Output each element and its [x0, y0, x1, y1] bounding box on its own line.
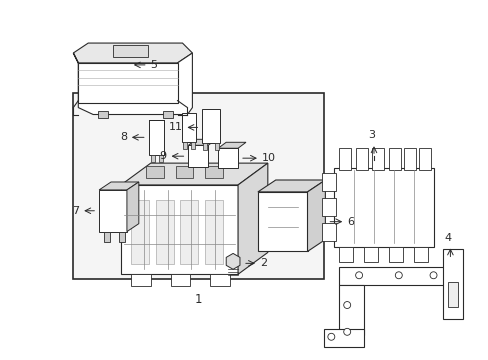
Polygon shape	[257, 180, 325, 192]
Bar	[443, 249, 462, 319]
Bar	[388, 148, 400, 170]
Bar	[150, 155, 154, 162]
Bar	[98, 111, 108, 118]
Bar	[104, 231, 110, 242]
Text: 2: 2	[259, 258, 266, 268]
Bar	[388, 247, 402, 262]
Bar	[339, 247, 352, 262]
Bar	[403, 148, 415, 170]
Circle shape	[429, 272, 436, 279]
Polygon shape	[307, 180, 325, 251]
Circle shape	[355, 272, 362, 279]
Bar	[131, 200, 148, 264]
Bar	[202, 109, 220, 143]
Bar	[218, 148, 238, 168]
Circle shape	[343, 328, 350, 335]
Bar	[119, 231, 124, 242]
Bar	[364, 247, 377, 262]
Text: 9: 9	[159, 151, 166, 161]
Text: 6: 6	[346, 217, 353, 227]
Text: 1: 1	[195, 293, 202, 306]
Bar	[182, 113, 196, 142]
Bar	[205, 166, 223, 178]
Polygon shape	[127, 182, 139, 231]
Bar	[180, 200, 198, 264]
Bar	[163, 111, 172, 118]
Bar	[191, 142, 195, 149]
Bar	[418, 148, 429, 170]
Bar	[73, 93, 324, 279]
Text: 7: 7	[72, 206, 79, 216]
Polygon shape	[257, 192, 307, 251]
Bar	[334, 168, 433, 247]
Bar	[145, 166, 163, 178]
Text: 11: 11	[168, 122, 182, 132]
Bar	[99, 190, 127, 231]
Bar	[188, 145, 208, 167]
Bar	[113, 45, 147, 57]
Text: 5: 5	[149, 60, 157, 70]
Bar	[158, 155, 163, 162]
Bar	[413, 247, 427, 262]
Bar	[78, 63, 177, 103]
Text: 10: 10	[262, 153, 275, 163]
Polygon shape	[121, 163, 267, 185]
Text: 8: 8	[120, 132, 127, 142]
Bar	[371, 148, 383, 170]
Bar	[339, 285, 364, 335]
Bar	[175, 166, 193, 178]
Bar	[322, 223, 336, 240]
Bar	[121, 185, 238, 274]
Text: 3: 3	[368, 130, 375, 140]
Bar	[183, 142, 187, 149]
Bar	[355, 148, 367, 170]
Circle shape	[394, 272, 402, 279]
Bar	[155, 200, 173, 264]
Bar	[215, 143, 219, 150]
Bar	[447, 282, 457, 307]
Bar	[203, 143, 207, 150]
Text: 4: 4	[444, 233, 451, 243]
Bar	[205, 200, 223, 264]
Bar	[324, 329, 364, 347]
Polygon shape	[73, 53, 192, 114]
Polygon shape	[99, 182, 139, 190]
Bar	[210, 274, 230, 286]
Bar	[339, 148, 350, 170]
Polygon shape	[73, 43, 192, 63]
Polygon shape	[238, 163, 267, 274]
Polygon shape	[188, 139, 216, 145]
Polygon shape	[218, 142, 245, 148]
Circle shape	[343, 302, 350, 309]
Bar	[322, 173, 336, 191]
Bar	[170, 274, 190, 286]
Bar	[131, 274, 150, 286]
Bar	[322, 198, 336, 216]
Bar	[148, 121, 163, 155]
Polygon shape	[226, 253, 240, 269]
Bar	[339, 267, 457, 285]
Circle shape	[327, 333, 334, 340]
